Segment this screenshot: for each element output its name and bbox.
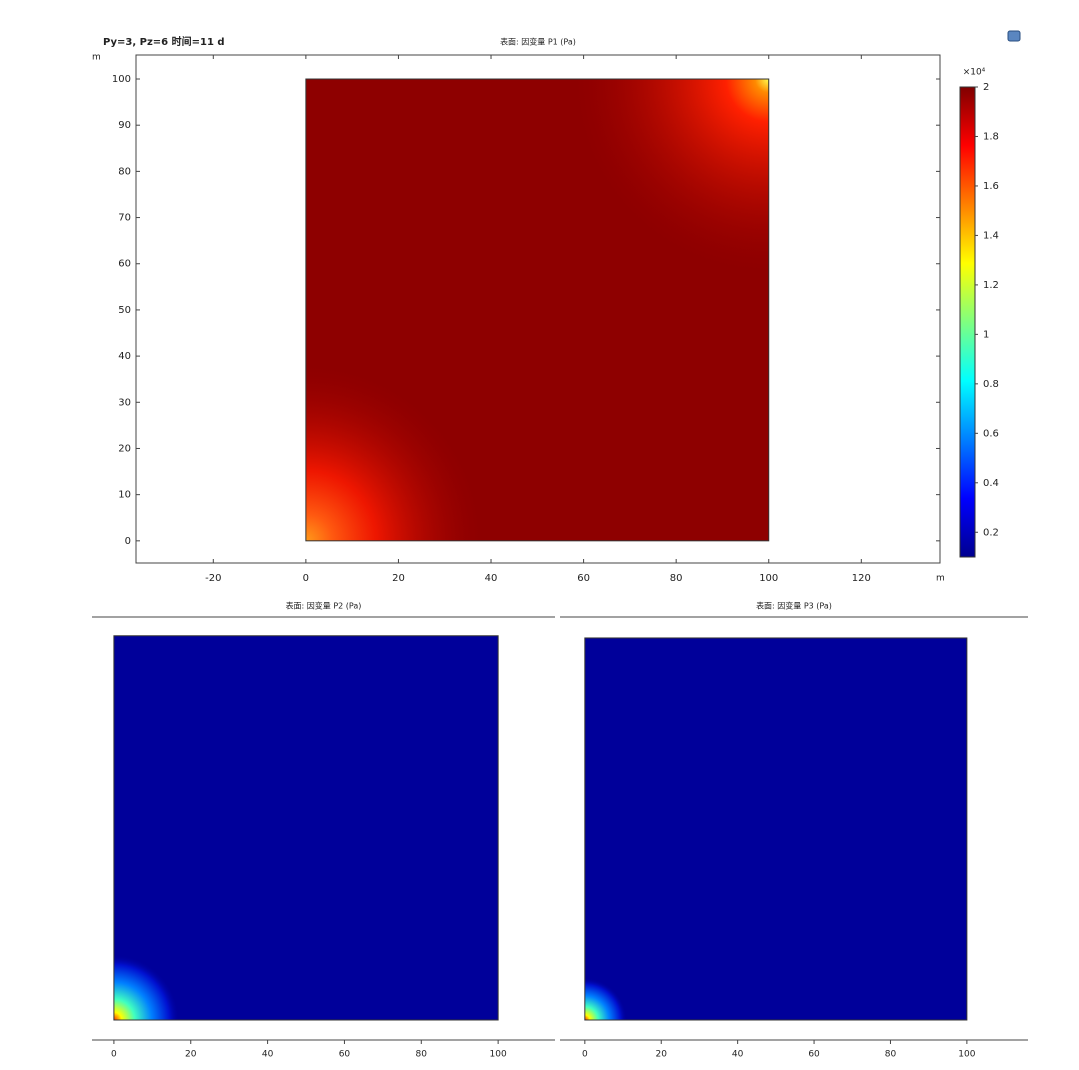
window-icon[interactable] (1007, 30, 1021, 42)
x-tick-label: 100 (490, 1050, 507, 1060)
field-hotspot (305, 79, 769, 541)
x-tick-label: 20 (392, 573, 405, 584)
colorbar-tick-label: 1 (983, 329, 989, 340)
plot-title: 表面: 因变量 P1 (Pa) (500, 37, 576, 47)
y-tick-label: 80 (118, 166, 131, 177)
colorbar-tick-label: 0.6 (983, 428, 999, 439)
plot-title: 表面: 因变量 P2 (Pa) (286, 601, 362, 611)
field-border (584, 637, 968, 1021)
colorbar-multiplier: ×10⁴ (963, 68, 986, 78)
field-border (113, 635, 499, 1021)
colorbar-tick-label: 0.2 (983, 527, 999, 538)
x-tick-label: 60 (808, 1050, 820, 1060)
y-tick-label: 20 (118, 443, 131, 454)
y-unit: m (92, 53, 101, 63)
x-tick-label: 100 (958, 1050, 975, 1060)
x-tick-label: 40 (485, 573, 498, 584)
x-tick-label: 80 (885, 1050, 897, 1060)
y-tick-label: 60 (118, 259, 131, 270)
x-unit: m (936, 574, 945, 584)
x-tick-label: 80 (670, 573, 683, 584)
y-tick-label: 0 (125, 536, 131, 547)
colorbar-tick-label: 1.2 (983, 280, 999, 291)
x-tick-label: 80 (416, 1050, 428, 1060)
y-tick-label: 100 (112, 74, 131, 85)
colorbar (959, 86, 976, 558)
y-tick-label: 30 (118, 397, 131, 408)
x-tick-label: 40 (262, 1050, 274, 1060)
y-tick-label: 50 (118, 305, 131, 316)
x-tick-label: -20 (205, 573, 221, 584)
plot-frame (135, 54, 941, 564)
field-hotspot (584, 637, 967, 1020)
x-tick-label: 0 (303, 573, 309, 584)
plot-title: 表面: 因变量 P3 (Pa) (756, 601, 832, 611)
y-tick-label: 70 (118, 213, 131, 224)
y-tick-label: 40 (118, 351, 131, 362)
colorbar-tick-label: 1.4 (983, 230, 999, 241)
colorbar-tick-label: 1.8 (983, 131, 999, 142)
colorbar-tick-label: 1.6 (983, 181, 999, 192)
field-border (305, 78, 770, 542)
field-hotspot (113, 635, 499, 1020)
x-tick-label: 60 (339, 1050, 351, 1060)
x-tick-label: 20 (656, 1050, 668, 1060)
x-tick-label: 120 (852, 573, 871, 584)
y-tick-label: 10 (118, 490, 131, 501)
x-tick-label: 0 (111, 1050, 117, 1060)
colorbar-tick-label: 0.8 (983, 379, 999, 390)
x-tick-label: 100 (759, 573, 778, 584)
x-tick-label: 20 (185, 1050, 197, 1060)
x-tick-label: 40 (732, 1050, 744, 1060)
y-tick-label: 90 (118, 120, 131, 131)
colorbar-tick-label: 0.4 (983, 478, 999, 489)
colorbar-tick-label: 2 (983, 82, 989, 93)
x-tick-label: 0 (582, 1050, 588, 1060)
x-tick-label: 60 (577, 573, 590, 584)
plot-header: Py=3, Pz=6 时间=11 d (103, 35, 225, 48)
